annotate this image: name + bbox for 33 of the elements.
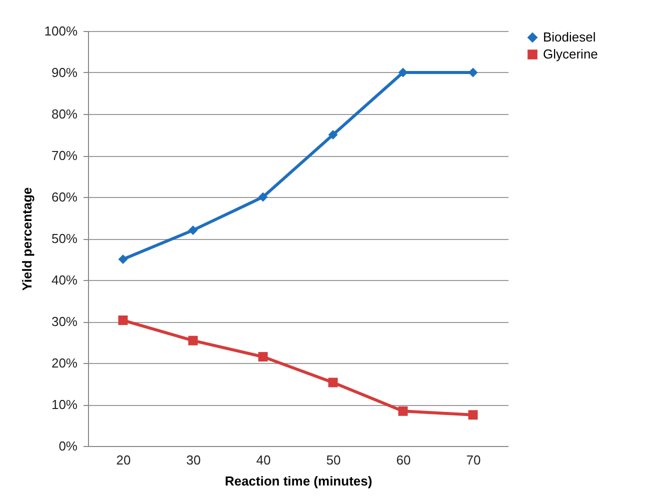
point: [258, 192, 268, 202]
x-tick-label: 20: [116, 452, 131, 468]
point: [328, 378, 338, 388]
legend-label: Biodiesel: [543, 30, 596, 44]
y-tick-label: 30%: [51, 314, 78, 329]
point: [468, 410, 478, 420]
point: [328, 130, 338, 140]
point: [118, 254, 128, 264]
y-tick-label: 60%: [51, 190, 78, 204]
x-tick-label: 30: [186, 452, 201, 468]
point: [188, 336, 198, 346]
point: [398, 406, 408, 416]
x-tick-label: 70: [466, 452, 481, 468]
x-tick-label: 60: [396, 452, 411, 468]
legend-label: Glycerine: [543, 46, 598, 62]
point: [468, 68, 478, 78]
y-tick-label: 0%: [58, 438, 78, 454]
x-tick-label: 50: [326, 452, 341, 468]
y-tick-label: 90%: [51, 65, 78, 80]
y-axis-title: Yield percentage: [19, 187, 34, 291]
y-tick-label: 80%: [51, 106, 78, 122]
x-axis-title: Reaction time (minutes): [224, 474, 372, 488]
point: [188, 225, 198, 235]
y-tick-label: 10%: [51, 397, 78, 412]
y-tick-label: 50%: [51, 231, 78, 246]
y-tick-label: 70%: [51, 148, 78, 163]
y-tick-label: 20%: [51, 356, 78, 370]
point: [398, 68, 408, 78]
point: [258, 352, 268, 362]
y-tick-label: 100%: [44, 24, 78, 38]
y-tick-label: 40%: [51, 272, 78, 288]
x-tick-label: 40: [256, 452, 271, 468]
point: [118, 316, 128, 325]
